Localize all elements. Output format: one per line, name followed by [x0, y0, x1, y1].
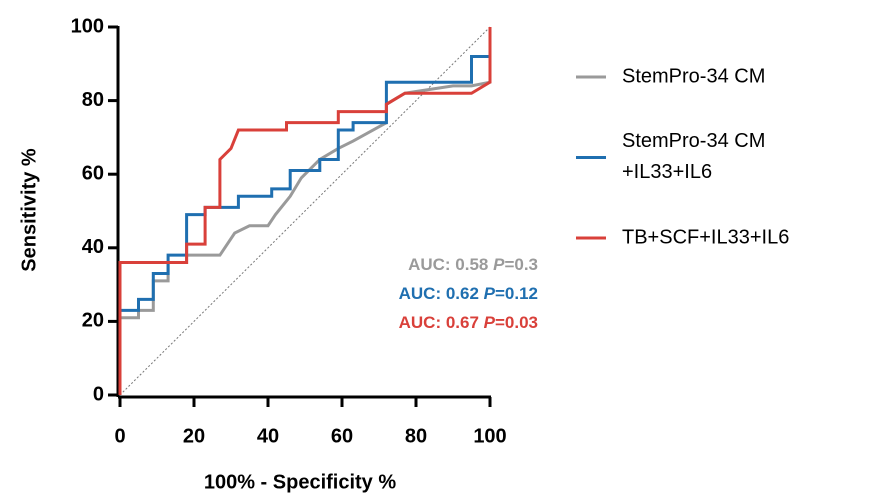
legend-line: StemPro-34 CM: [622, 130, 765, 152]
x-tick-label: 40: [257, 425, 279, 447]
annotation-part: AUC:: [399, 313, 446, 332]
annotation-part: =0.3: [504, 255, 538, 274]
y-tick-label: 100: [71, 15, 104, 37]
legend-line: +IL33+IL6: [622, 161, 712, 183]
y-tick-label: 0: [93, 383, 104, 405]
x-tick-label: 60: [331, 425, 353, 447]
roc-line: [118, 27, 492, 395]
annotation-part: =0.12: [495, 284, 538, 303]
annotation-part: P: [484, 313, 496, 332]
legend-label: StemPro-34 CM +IL33+IL6: [622, 130, 765, 183]
auc-annotation: AUC: 0.67 P=0.03: [399, 313, 538, 332]
y-tick-label: 20: [82, 310, 104, 332]
annotation-part: AUC:: [408, 255, 455, 274]
auc-annotation: AUC: 0.58 P=0.3: [408, 255, 538, 274]
annotation-part: AUC:: [399, 284, 446, 303]
annotation-part: P: [493, 255, 505, 274]
roc-line: [118, 67, 492, 395]
annotation-part: =0.03: [495, 313, 538, 332]
x-axis-title: 100% - Specificity %: [204, 471, 397, 493]
auc-annotation: AUC: 0.62 P=0.12: [399, 284, 538, 303]
legend-label: StemPro-34 CM: [622, 65, 765, 87]
x-tick-label: 20: [183, 425, 205, 447]
y-tick-label: 40: [82, 236, 104, 258]
roc-line: [118, 27, 492, 395]
x-tick-label: 80: [405, 425, 427, 447]
reference-line: [119, 26, 491, 396]
x-tick-label: 0: [114, 425, 125, 447]
annotation-part: P: [484, 284, 496, 303]
y-axis-title: Sensitivity %: [18, 148, 40, 272]
annotation-part: 0.58: [455, 255, 493, 274]
y-tick-label: 60: [82, 162, 104, 184]
annotation-part: 0.62: [446, 284, 484, 303]
legend-label: TB+SCF+IL33+IL6: [622, 226, 789, 248]
y-tick-label: 80: [82, 89, 104, 111]
annotation-part: 0.67: [446, 313, 484, 332]
x-tick-label: 100: [473, 425, 506, 447]
